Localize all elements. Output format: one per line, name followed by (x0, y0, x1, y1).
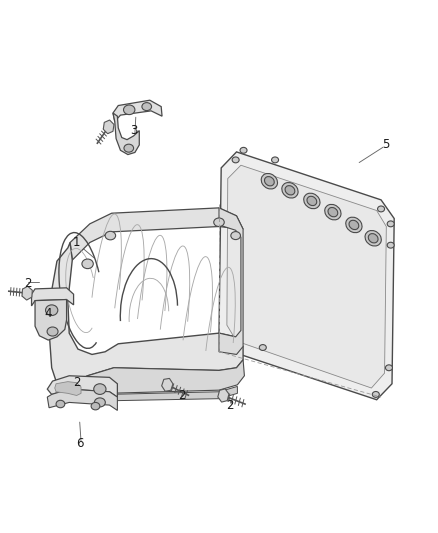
Ellipse shape (56, 400, 65, 408)
Polygon shape (55, 382, 81, 395)
Polygon shape (219, 208, 243, 354)
Polygon shape (22, 286, 32, 300)
Ellipse shape (387, 221, 394, 227)
Text: 2: 2 (226, 399, 234, 411)
Text: 3: 3 (130, 124, 137, 137)
Ellipse shape (95, 398, 105, 407)
Ellipse shape (325, 204, 341, 220)
Ellipse shape (82, 259, 93, 269)
Ellipse shape (387, 242, 394, 248)
Ellipse shape (385, 365, 392, 371)
Text: 2: 2 (24, 277, 32, 290)
Ellipse shape (372, 391, 379, 398)
Polygon shape (162, 378, 173, 391)
Polygon shape (103, 120, 114, 134)
Text: 1: 1 (73, 236, 81, 249)
Text: 2: 2 (178, 389, 186, 402)
Polygon shape (71, 384, 237, 401)
Polygon shape (113, 113, 139, 155)
Polygon shape (227, 165, 386, 388)
Ellipse shape (265, 176, 274, 186)
Polygon shape (47, 389, 117, 410)
Ellipse shape (365, 230, 381, 246)
Ellipse shape (378, 206, 385, 212)
Ellipse shape (105, 231, 116, 240)
Polygon shape (49, 243, 243, 392)
Text: 5: 5 (382, 139, 389, 151)
Ellipse shape (368, 233, 378, 243)
Ellipse shape (47, 327, 58, 336)
Ellipse shape (307, 196, 317, 206)
Ellipse shape (124, 105, 135, 115)
Ellipse shape (91, 402, 100, 410)
Ellipse shape (240, 147, 247, 154)
Polygon shape (113, 100, 162, 122)
Ellipse shape (94, 384, 106, 394)
Polygon shape (74, 360, 244, 393)
Polygon shape (32, 288, 74, 306)
Ellipse shape (285, 185, 295, 195)
Ellipse shape (328, 207, 338, 217)
Polygon shape (219, 152, 394, 400)
Ellipse shape (46, 305, 58, 316)
Ellipse shape (124, 144, 134, 152)
Ellipse shape (231, 231, 240, 239)
Text: 2: 2 (73, 376, 81, 389)
Text: 4: 4 (44, 307, 52, 320)
Polygon shape (218, 389, 229, 402)
Ellipse shape (272, 157, 279, 163)
Ellipse shape (142, 102, 152, 110)
Ellipse shape (282, 182, 298, 198)
Ellipse shape (214, 218, 224, 227)
Ellipse shape (261, 173, 278, 189)
Polygon shape (35, 300, 67, 340)
Ellipse shape (234, 338, 241, 344)
Ellipse shape (259, 345, 266, 351)
Text: 6: 6 (76, 437, 84, 450)
Ellipse shape (232, 157, 239, 163)
Polygon shape (47, 376, 117, 397)
Ellipse shape (304, 193, 320, 209)
Polygon shape (70, 208, 243, 260)
Ellipse shape (346, 217, 362, 233)
Ellipse shape (349, 220, 359, 230)
